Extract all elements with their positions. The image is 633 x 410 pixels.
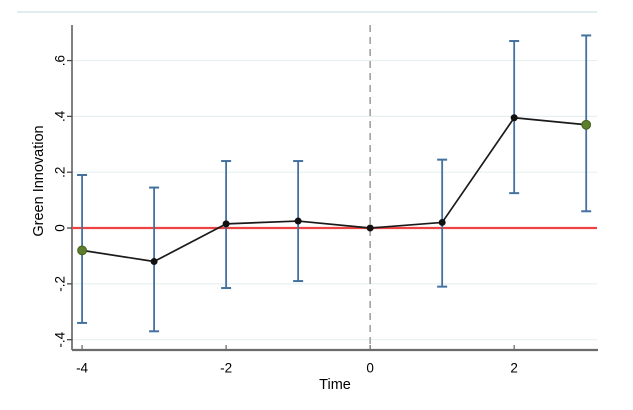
y-tick-label: 0: [53, 224, 68, 232]
y-axis-title: Green Innovation: [31, 125, 47, 237]
x-tick-label: -2: [220, 361, 232, 376]
estimate-marker: [150, 258, 158, 266]
y-tick-label: -.2: [53, 276, 68, 292]
y-tick-label: -.4: [53, 331, 68, 347]
x-tick-label: 2: [510, 361, 518, 376]
x-tick-label: 0: [366, 361, 374, 376]
estimate-marker: [510, 114, 518, 122]
x-tick-label: -4: [76, 361, 88, 376]
estimate-marker: [438, 218, 446, 226]
y-tick-label: .4: [53, 110, 68, 122]
y-tick-label: .2: [53, 167, 68, 178]
y-tick-label: .6: [53, 55, 68, 66]
estimate-marker: [366, 224, 374, 232]
estimate-marker-highlight: [77, 245, 87, 256]
estimate-marker-highlight: [581, 119, 592, 130]
estimate-marker: [294, 217, 302, 225]
estimate-marker: [222, 220, 230, 228]
estimate-line: [81, 116, 587, 263]
x-axis-title: Time: [319, 377, 351, 393]
